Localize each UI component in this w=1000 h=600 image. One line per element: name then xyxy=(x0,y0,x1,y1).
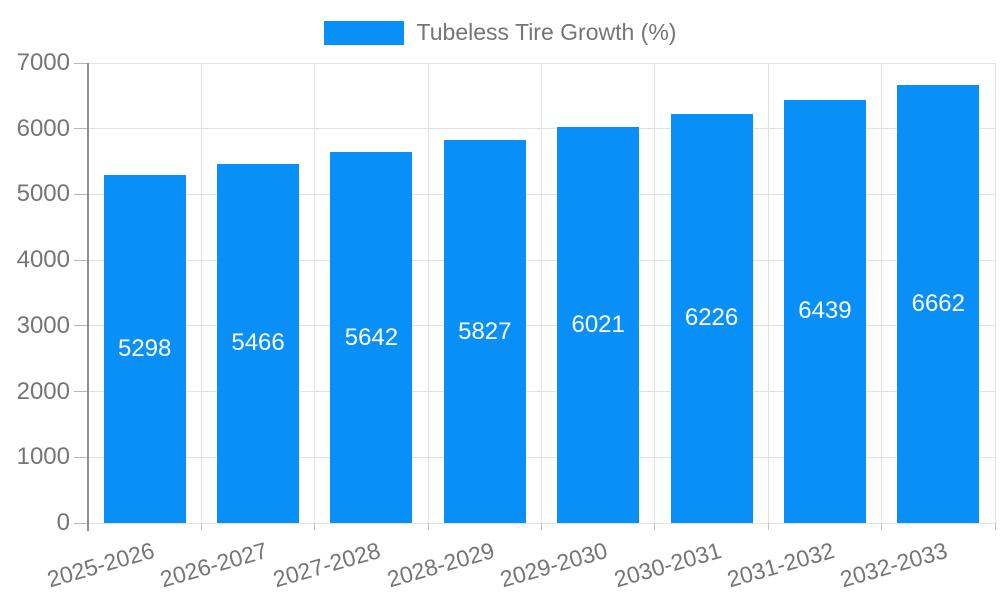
y-axis-tick-label: 1000 xyxy=(16,443,70,471)
y-axis-tick xyxy=(74,391,88,393)
x-axis-category-label: 2025-2026 xyxy=(43,537,157,593)
y-axis-tick-label: 6000 xyxy=(16,114,70,142)
x-gridline xyxy=(881,63,883,523)
bar-2030-2031: 6226 xyxy=(670,113,753,523)
bar-value-label: 5642 xyxy=(344,323,399,351)
legend-swatch xyxy=(323,20,404,45)
y-axis-tick-label: 7000 xyxy=(16,49,70,76)
bar-value-label: 6226 xyxy=(684,304,739,332)
x-axis-tick xyxy=(654,523,656,530)
x-axis-category-label: 2028-2029 xyxy=(384,537,497,593)
bar-2032-2033: 6662 xyxy=(897,85,980,523)
x-gridline xyxy=(427,63,429,523)
bar-value-label: 6021 xyxy=(571,311,625,339)
legend[interactable]: Tubeless Tire Growth (%) xyxy=(0,19,1000,46)
bar-2026-2027: 5466 xyxy=(217,163,300,523)
y-axis-tick xyxy=(74,325,88,327)
x-gridline xyxy=(767,63,769,523)
y-axis-tick-label: 0 xyxy=(56,509,70,536)
x-axis-tick xyxy=(881,523,883,530)
x-axis-tick xyxy=(427,523,429,530)
x-axis-category-label: 2030-2031 xyxy=(610,537,724,593)
x-axis-tick xyxy=(314,523,316,530)
y-axis-tick-label: 2000 xyxy=(16,377,70,405)
y-axis-line xyxy=(87,63,89,531)
bar-2025-2026: 5298 xyxy=(103,174,186,523)
x-gridline xyxy=(200,63,202,523)
bar-value-label: 5827 xyxy=(458,317,512,345)
y-axis-tick xyxy=(74,456,88,458)
x-gridline xyxy=(654,63,656,523)
bar-2028-2029: 5827 xyxy=(443,140,526,523)
y-axis-tick xyxy=(74,259,88,261)
y-axis-tick xyxy=(74,193,88,195)
y-axis-tick-label: 4000 xyxy=(16,246,70,274)
legend-label: Tubeless Tire Growth (%) xyxy=(416,19,677,45)
x-axis-category-label: 2027-2028 xyxy=(270,537,384,593)
bar-value-label: 5466 xyxy=(231,329,285,357)
bar-2029-2030: 6021 xyxy=(557,127,640,523)
y-axis-tick xyxy=(74,522,88,524)
x-axis-category-label: 2031-2032 xyxy=(724,537,838,593)
x-gridline xyxy=(994,63,996,523)
x-axis-tick xyxy=(767,523,769,530)
x-axis-tick xyxy=(541,523,542,530)
x-gridline xyxy=(314,63,316,523)
y-axis-tick-label: 3000 xyxy=(16,311,70,339)
y-axis-tick-label: 5000 xyxy=(16,180,70,208)
x-axis-tick xyxy=(200,523,202,530)
bar-2031-2032: 6439 xyxy=(783,99,866,523)
bar-2027-2028: 5642 xyxy=(330,152,413,523)
x-axis-category-label: 2029-2030 xyxy=(497,537,611,593)
y-axis-tick xyxy=(74,62,88,64)
bar-value-label: 6662 xyxy=(911,290,965,318)
x-axis-tick xyxy=(994,523,996,530)
x-axis-category-label: 2032-2033 xyxy=(837,537,951,593)
x-axis-category-label: 2026-2027 xyxy=(157,537,271,593)
y-axis-tick xyxy=(74,128,88,130)
x-gridline xyxy=(541,63,542,523)
bar-value-label: 5298 xyxy=(117,334,172,362)
bar-value-label: 6439 xyxy=(798,297,852,325)
